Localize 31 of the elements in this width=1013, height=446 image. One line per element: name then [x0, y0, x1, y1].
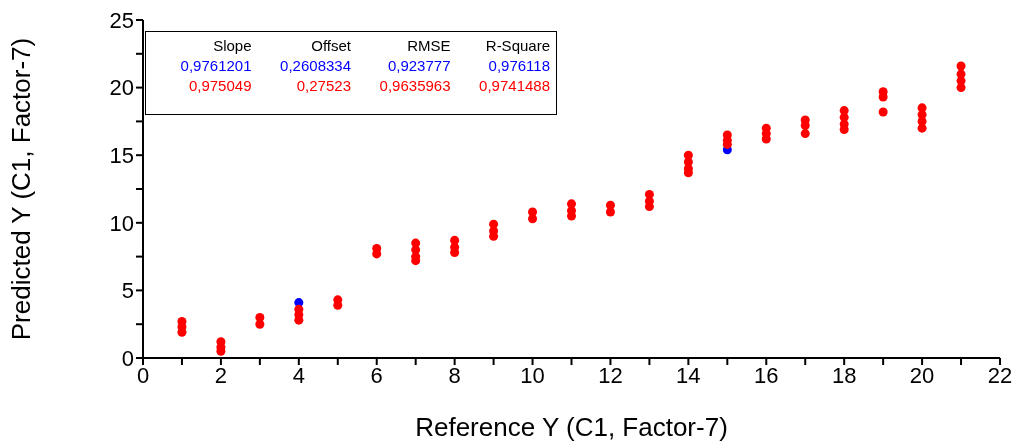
y-tick-label: 20 [109, 75, 134, 101]
annotation: 0,9741488 [478, 76, 550, 96]
annotation: R-Square [484, 36, 550, 56]
x-axis-title: Reference Y (C1, Factor-7) [415, 412, 728, 442]
annotation: 0,923777 [386, 56, 451, 76]
annotation: 0,27523 [295, 76, 351, 96]
annotation: Offset [310, 36, 351, 56]
annotation: RMSE [406, 36, 451, 56]
annotation: 0,9761201 [179, 56, 252, 76]
y-tick-label: 10 [109, 210, 134, 236]
x-tick-label: 4 [292, 362, 305, 388]
y-tick-label: 15 [109, 143, 134, 169]
annotation: 0,2608334 [279, 56, 351, 76]
y-tick-label: 0 [121, 345, 134, 371]
annotation: Slope [212, 36, 252, 56]
x-tick-label: 20 [909, 362, 935, 388]
y-axis-title: Predicted Y (C1, Factor-7) [6, 37, 36, 341]
x-tick-label: 16 [754, 362, 779, 388]
annotation: 0,9635963 [378, 76, 451, 96]
x-tick-label: 14 [676, 362, 701, 388]
annotation: 0,975049 [187, 76, 252, 96]
x-tick-label: 10 [520, 362, 545, 388]
y-tick-label: 25 [109, 7, 134, 33]
x-tick-label: 8 [448, 362, 461, 388]
y-tick-label: 5 [121, 278, 134, 304]
x-tick-label: 2 [214, 362, 228, 388]
x-tick-label: 12 [598, 362, 623, 388]
x-tick-label: 18 [831, 362, 857, 388]
annotation: 0,976118 [487, 56, 550, 76]
x-tick-label: 22 [987, 362, 1013, 388]
x-tick-label: 6 [370, 362, 383, 388]
